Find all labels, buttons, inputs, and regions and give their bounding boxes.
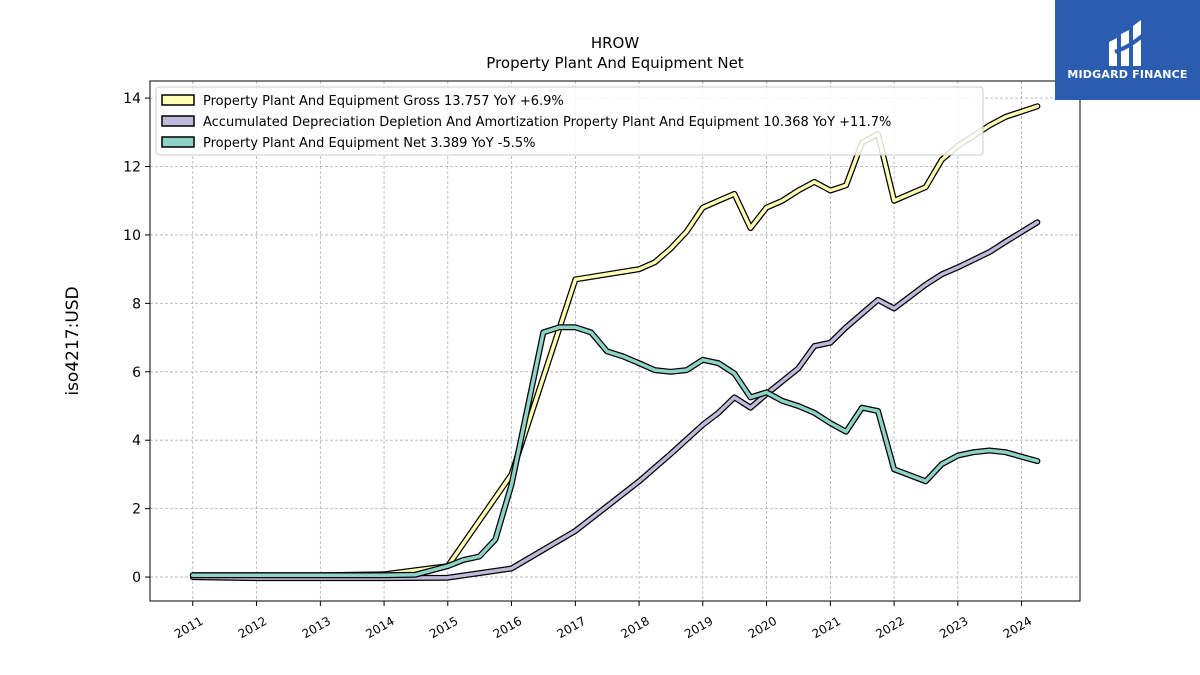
y-tick-label: 12 [123, 160, 141, 176]
series-line-outline [189, 103, 1041, 579]
series-line [191, 325, 1040, 578]
chart-subtitle: Property Plant And Equipment Net [486, 54, 743, 72]
series-3 [189, 324, 1041, 579]
y-tick-label: 10 [123, 228, 141, 244]
legend-box [155, 86, 984, 156]
y-axis-label: iso4217:USD [63, 286, 83, 395]
legend-swatch [161, 136, 195, 148]
x-tick-label: 2023 [937, 614, 970, 641]
midgard-finance-logo: MIDGARD FINANCE [1055, 0, 1200, 100]
y-tick-label: 2 [132, 502, 141, 518]
x-tick-label: 2016 [491, 614, 524, 641]
series-line [191, 104, 1040, 578]
x-tick-label: 2017 [555, 614, 588, 641]
legend-entry: Property Plant And Equipment Gross 13.75… [203, 94, 564, 109]
y-tick-label: 4 [132, 433, 141, 449]
x-tick-label: 2013 [300, 614, 333, 641]
series-line [191, 220, 1040, 580]
series-line-outline [189, 324, 1041, 579]
legend-swatch [161, 94, 195, 106]
chart-title: HROW [591, 34, 640, 52]
series-layer [189, 103, 1041, 582]
x-tick-label: 2014 [363, 614, 396, 641]
y-tick-label: 8 [132, 296, 141, 312]
logo-text: MIDGARD FINANCE [1067, 68, 1188, 81]
x-tick-label: 2024 [1001, 614, 1034, 641]
x-tick-label: 2019 [682, 614, 715, 641]
x-tick-label: 2011 [172, 614, 205, 641]
legend: Property Plant And Equipment Gross 13.75… [155, 86, 984, 156]
y-axis: 0 2 4 6 8 10 12 14 [123, 91, 150, 586]
x-tick-label: 2015 [427, 614, 460, 641]
y-tick-label: 6 [132, 365, 141, 381]
x-tick-label: 2022 [873, 614, 906, 641]
y-tick-label: 14 [123, 91, 141, 107]
x-tick-label: 2012 [236, 614, 269, 641]
x-tick-label: 2018 [618, 614, 651, 641]
x-tick-label: 2020 [746, 614, 779, 641]
legend-swatch [161, 115, 195, 127]
logo-mark-icon [1109, 20, 1149, 66]
x-axis: 2011 2012 2013 2014 2015 2016 2017 2018 2019 2020… [172, 601, 1034, 641]
legend-entry: Property Plant And Equipment Net 3.389 Y… [203, 136, 536, 151]
x-tick-label: 2021 [810, 614, 843, 641]
legend-entry: Accumulated Depreciation Depletion And A… [203, 115, 891, 130]
series-2 [189, 219, 1041, 582]
series-1 [189, 103, 1041, 579]
plot-frame [149, 80, 1081, 602]
grid [150, 81, 1080, 601]
y-tick-label: 0 [132, 570, 141, 586]
